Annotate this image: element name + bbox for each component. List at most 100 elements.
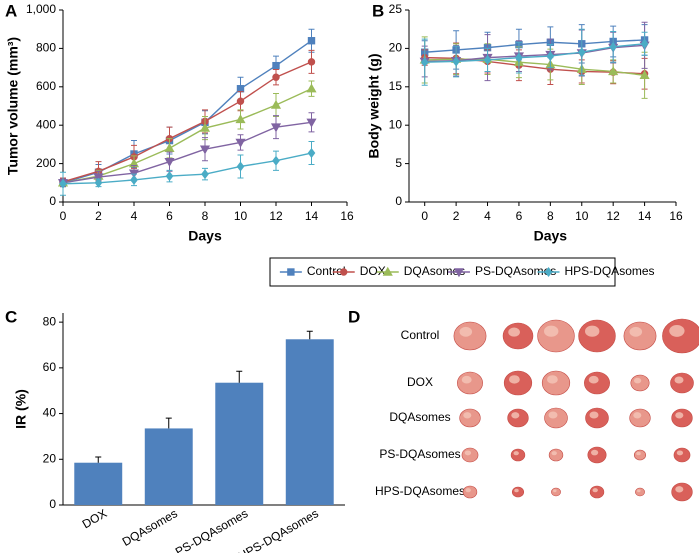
x-tick-label: 0 (421, 209, 428, 223)
data-point (640, 38, 649, 49)
error-bar (165, 417, 172, 429)
tumor-highlight (588, 375, 599, 384)
data-point (165, 171, 174, 182)
data-point (270, 99, 282, 109)
error-bar (306, 330, 313, 340)
data-point (546, 51, 555, 62)
x-tick-label: 14 (305, 209, 319, 223)
data-point (236, 85, 245, 93)
x-axis-label: Days (188, 228, 222, 244)
data-point (272, 155, 280, 166)
tumor (551, 487, 561, 497)
tumor-highlight (675, 412, 684, 419)
series-line (424, 39, 645, 53)
tumor-highlight (675, 486, 684, 493)
x-axis-label: Days (534, 228, 568, 244)
tumor (453, 321, 487, 351)
x-tick-label: 16 (669, 209, 683, 223)
y-tick-label: 60 (43, 360, 57, 374)
data-point (199, 145, 211, 155)
tumor (629, 408, 651, 428)
tumor-highlight (633, 412, 642, 419)
tumor (544, 407, 568, 429)
data-point (236, 161, 245, 172)
x-tick-label: 12 (606, 209, 620, 223)
y-tick-label: 600 (36, 79, 56, 93)
tumor (548, 448, 564, 462)
data-point (483, 54, 492, 65)
data-point (164, 143, 175, 152)
tumor-highlight (544, 325, 559, 337)
x-tick-label: PS-DQAsomes (173, 506, 250, 553)
tumor-highlight (592, 488, 598, 493)
y-tick-label: 20 (389, 41, 403, 55)
x-tick-label: 0 (60, 209, 67, 223)
legend-marker (382, 266, 393, 276)
x-tick-label: DQAsomes (120, 506, 180, 549)
tumor-highlight (513, 451, 519, 456)
data-point (577, 47, 586, 58)
tumor (537, 319, 575, 353)
panel-letter: D (348, 307, 360, 326)
y-axis-label: IR (%) (13, 389, 29, 429)
data-point (59, 178, 67, 189)
tumor-highlight (511, 412, 520, 419)
tumor (510, 448, 526, 462)
tumor-highlight (553, 489, 557, 493)
legend-marker (287, 268, 295, 276)
tumor-highlight (589, 411, 599, 419)
row-label: Control (401, 328, 440, 342)
tumor-highlight (585, 325, 600, 337)
tumor (541, 370, 571, 396)
row-label: PS-DQAsomes (379, 447, 460, 461)
tumor (630, 374, 650, 392)
y-tick-label: 400 (36, 117, 56, 131)
data-point (639, 70, 650, 79)
tumor-highlight (514, 488, 519, 493)
error-bar (236, 370, 243, 383)
y-tick-label: 10 (389, 117, 403, 131)
x-tick-label: 2 (453, 209, 460, 223)
row-label: DQAsomes (389, 410, 450, 424)
series-line (62, 61, 312, 183)
bar (285, 339, 334, 505)
data-point (94, 177, 103, 188)
y-axis-label: Tumor volume (mm³) (5, 37, 21, 175)
x-tick-label: 10 (234, 209, 248, 223)
y-tick-label: 40 (43, 406, 57, 420)
tumor-highlight (629, 326, 643, 337)
tumor (462, 485, 478, 499)
bar (74, 462, 123, 505)
bar (215, 382, 264, 505)
y-tick-label: 5 (395, 156, 402, 170)
series-line (62, 88, 312, 184)
row-label: DOX (407, 375, 433, 389)
tumor-highlight (508, 327, 520, 337)
data-point (515, 52, 523, 63)
series-line (424, 43, 645, 63)
series-line (424, 44, 645, 63)
x-tick-label: 4 (484, 209, 491, 223)
data-point (306, 118, 317, 128)
tumor-highlight (634, 377, 642, 384)
tumor-highlight (509, 375, 520, 384)
x-tick-label: 2 (95, 209, 102, 223)
x-tick-label: DOX (80, 506, 110, 531)
data-point (272, 73, 280, 81)
y-tick-label: 200 (36, 156, 56, 170)
data-point (608, 66, 619, 76)
panel-letter: B (372, 1, 384, 20)
x-tick-label: 6 (516, 209, 523, 223)
bar (144, 428, 193, 505)
data-point (130, 174, 138, 185)
legend-label: PS-DQAsomes (475, 264, 556, 278)
data-point (236, 97, 245, 105)
x-tick-label: 16 (340, 209, 354, 223)
tumor-highlight (637, 489, 641, 493)
legend-label: HPS-DQAsomes (565, 264, 655, 278)
tumor (507, 408, 529, 428)
y-tick-label: 20 (43, 451, 57, 465)
data-point (201, 169, 209, 180)
tumor (587, 446, 607, 464)
